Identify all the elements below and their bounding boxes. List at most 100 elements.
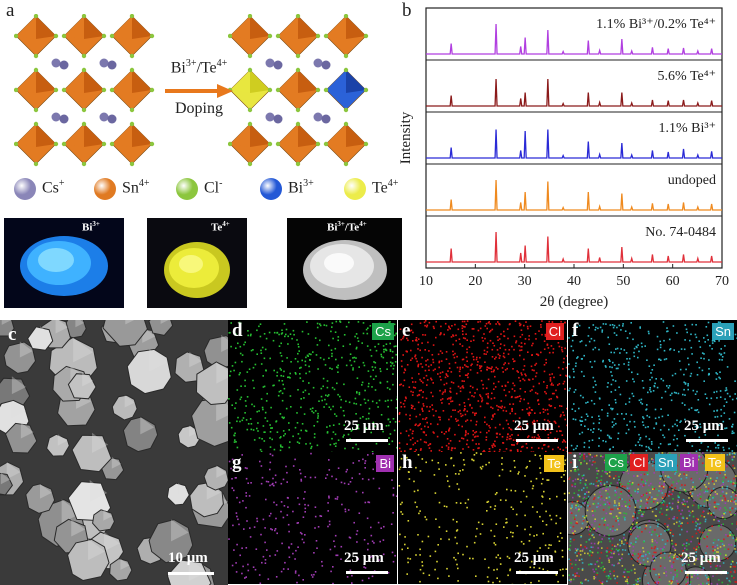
eds-dot: [289, 333, 292, 335]
overlay-dot: [626, 487, 629, 490]
series-label: undoped: [668, 173, 716, 188]
overlay-dot: [618, 504, 621, 506]
eds-dot: [274, 529, 276, 532]
eds-dot: [239, 420, 241, 423]
eds-dot: [228, 332, 231, 334]
eds-dot: [268, 331, 271, 334]
overlay-dot: [713, 552, 716, 555]
eds-dot: [425, 417, 428, 419]
eds-dot: [520, 428, 522, 431]
eds-dot: [424, 324, 426, 327]
eds-dot: [547, 347, 550, 349]
eds-dot: [534, 391, 537, 394]
eds-dot: [427, 535, 430, 538]
overlay-dot: [681, 517, 684, 519]
overlay-dot: [691, 510, 694, 512]
overlay-dot: [600, 567, 602, 569]
overlay-dot: [676, 470, 678, 473]
eds-dot: [384, 348, 387, 351]
eds-dot: [446, 398, 449, 400]
eds-dot: [273, 331, 276, 334]
eds-dot: [556, 396, 559, 399]
eds-dot: [716, 397, 718, 399]
eds-dot: [656, 348, 659, 351]
eds-dot: [319, 357, 322, 359]
photo-label-bite: Bi: [327, 221, 338, 234]
eds-dot: [470, 419, 472, 422]
eds-dot: [336, 382, 338, 385]
overlay-dot: [656, 498, 659, 501]
eds-dot: [688, 408, 690, 411]
eds-dot: [662, 379, 665, 382]
overlay-dot: [575, 549, 578, 552]
overlay-dot: [597, 502, 600, 505]
overlay-dot: [591, 456, 593, 458]
eds-scale-label: 25 μm: [344, 418, 384, 434]
eds-dot: [538, 436, 540, 438]
eds-dot: [612, 407, 614, 410]
eds-dot: [331, 386, 334, 389]
eds-dot: [365, 328, 368, 331]
eds-dot: [377, 521, 380, 524]
overlay-dot: [581, 558, 583, 561]
overlay-dot: [734, 548, 736, 550]
sn-octahedron: [275, 121, 321, 167]
eds-dot: [419, 510, 421, 512]
eds-dot: [718, 352, 721, 355]
overlay-dot: [587, 528, 590, 531]
eds-dot: [410, 404, 413, 407]
eds-dot: [417, 401, 420, 404]
overlay-dot: [686, 576, 689, 579]
overlay-dot: [642, 550, 645, 553]
overlay-dot: [668, 502, 671, 505]
overlay-dot: [568, 548, 571, 550]
eds-dot: [477, 321, 479, 323]
overlay-dot: [708, 583, 710, 585]
eds-dot: [297, 546, 299, 548]
bi-legend-label: Bi3+: [288, 178, 314, 197]
overlay-dot: [624, 549, 627, 551]
eds-dot: [282, 383, 284, 386]
eds-dot: [441, 393, 444, 395]
eds-dot: [528, 413, 530, 415]
eds-dot: [674, 449, 677, 451]
eds-dot: [302, 579, 304, 581]
overlay-dot: [580, 545, 582, 548]
eds-dot: [499, 433, 501, 436]
eds-dot: [703, 337, 705, 339]
overlay-dot: [686, 548, 688, 551]
overlay-dot: [582, 515, 584, 518]
eds-dot: [519, 380, 522, 382]
eds-dot: [265, 369, 267, 371]
eds-dot: [488, 451, 490, 452]
eds-dot: [300, 366, 302, 369]
eds-dot: [464, 337, 467, 340]
eds-dot: [286, 471, 288, 474]
overlay-dot: [568, 574, 570, 576]
eds-dot: [308, 365, 310, 368]
eds-dot: [486, 327, 488, 330]
eds-dot: [500, 407, 503, 409]
eds-dot: [645, 445, 648, 448]
eds-dot: [264, 559, 267, 561]
eds-dot: [346, 468, 348, 471]
eds-dot: [288, 422, 290, 424]
cs-atom: [107, 60, 117, 70]
eds-dot: [323, 324, 326, 326]
eds-dot: [466, 374, 468, 376]
eds-dot: [299, 472, 302, 475]
overlay-dot: [697, 507, 700, 509]
eds-dot: [371, 386, 373, 388]
overlay-dot: [695, 551, 698, 553]
eds-dot: [363, 566, 365, 568]
eds-dot: [331, 322, 334, 324]
eds-dot: [424, 369, 427, 372]
eds-dot: [708, 403, 711, 406]
eds-dot: [355, 533, 358, 536]
overlay-dot: [684, 484, 686, 486]
eds-dot: [486, 342, 489, 345]
eds-dot: [352, 369, 354, 371]
eds-dot: [316, 322, 319, 325]
eds-dot: [431, 408, 434, 411]
eds-dot: [690, 372, 693, 375]
